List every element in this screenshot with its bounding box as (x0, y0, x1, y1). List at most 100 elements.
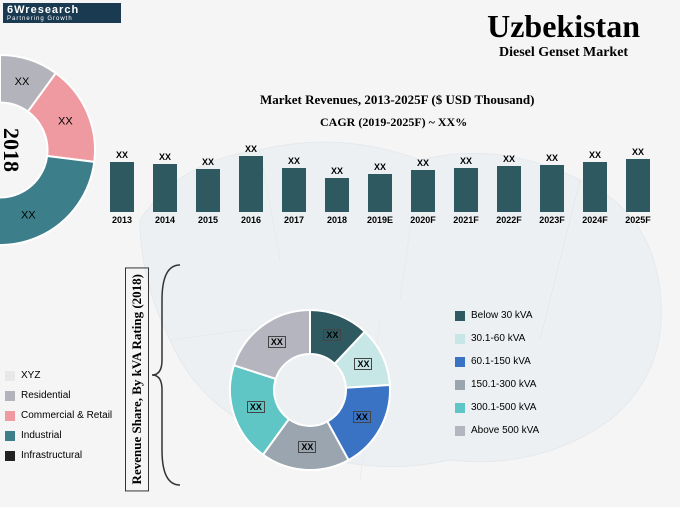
donut-value-label: XX (354, 358, 372, 370)
bar-year-label: 2017 (284, 215, 304, 225)
donut-segment-label: XX (21, 209, 36, 221)
donut-value-label: XX (353, 411, 371, 423)
vertical-label: Revenue Share, By kVA Rating (2018) (125, 267, 149, 491)
legend-swatch (455, 311, 465, 321)
legend-item: Residential (5, 390, 112, 401)
legend-item: Commercial & Retail (5, 410, 112, 421)
bar-column: XX 2020F (406, 158, 440, 225)
bar (368, 174, 392, 212)
right-legend: Below 30 kVA 30.1-60 kVA 60.1-150 kVA 150.1… (455, 310, 539, 448)
legend-label: Below 30 kVA (471, 310, 533, 321)
bar-column: XX 2016 (234, 144, 268, 225)
legend-item: Industrial (5, 430, 112, 441)
donut-value-label: XX (323, 329, 341, 341)
legend-label: XYZ (21, 370, 40, 381)
legend-swatch (5, 431, 15, 441)
bar-column: XX2017 (277, 156, 311, 225)
legend-swatch (455, 403, 465, 413)
legend-item: 150.1-300 kVA (455, 379, 539, 390)
bar-column: XX 2015 (191, 157, 225, 225)
market-title: Diesel Genset Market (487, 45, 640, 61)
legend-item: Above 500 kVA (455, 425, 539, 436)
bar-year-label: 2020F (410, 215, 436, 225)
legend-label: Commercial & Retail (21, 410, 112, 421)
legend-label: Infrastructural (21, 450, 82, 461)
bar (626, 159, 650, 212)
bar-column: XX 2019E (363, 162, 397, 225)
bar-value: XX (417, 158, 429, 168)
bar-column: XX 2024F (578, 150, 612, 225)
bar-column: XX2023F (535, 153, 569, 225)
bar (153, 164, 177, 212)
bar-year-label: 2018 (327, 215, 347, 225)
bar-year-label: 2023F (539, 215, 565, 225)
cagr-text: CAGR (2019-2025F) ~ XX% (320, 115, 467, 130)
bar-year-label: 2022F (496, 215, 522, 225)
bar-value: XX (116, 150, 128, 160)
donut-segment-label: XX (58, 116, 73, 128)
year-label: 2018 (0, 128, 24, 172)
bar-year-label: 2019E (367, 215, 393, 225)
bar-year-label: 2025F (625, 215, 651, 225)
bar-year-label: 2021F (453, 215, 479, 225)
legend-label: 60.1-150 kVA (471, 356, 531, 367)
bar (110, 162, 134, 212)
bar-column: XX 2021F (449, 156, 483, 225)
logo-main: 6Wresearch (7, 4, 117, 16)
bar (282, 168, 306, 212)
logo-sub: Partnering Growth (7, 16, 117, 22)
bar-value: XX (589, 150, 601, 160)
bar (454, 168, 478, 212)
bar-value: XX (331, 166, 343, 176)
country-title: Uzbekistan (487, 8, 640, 45)
legend-item: XYZ (5, 370, 112, 381)
legend-label: Above 500 kVA (471, 425, 539, 436)
bar-value: XX (202, 157, 214, 167)
bar-value: XX (632, 147, 644, 157)
bar-column: XX2014 (148, 152, 182, 225)
bar (497, 166, 521, 212)
legend-item: Infrastructural (5, 450, 112, 461)
legend-swatch (455, 334, 465, 344)
left-legend: XYZ Residential Commercial & Retail Industr… (5, 370, 112, 470)
bar-value: XX (245, 144, 257, 154)
legend-item: 30.1-60 kVA (455, 333, 539, 344)
logo: 6Wresearch Partnering Growth (3, 3, 121, 23)
legend-swatch (455, 380, 465, 390)
legend-item: 300.1-500 kVA (455, 402, 539, 413)
bar (583, 162, 607, 212)
bar (540, 165, 564, 212)
bar-column: XX 2025F (621, 147, 655, 225)
bar (239, 156, 263, 212)
bar (196, 169, 220, 212)
legend-swatch (455, 357, 465, 367)
bar (411, 170, 435, 212)
bar-column: XX 2018 (320, 166, 354, 225)
legend-label: Industrial (21, 430, 62, 441)
bar-value: XX (503, 154, 515, 164)
title-block: Uzbekistan Diesel Genset Market (487, 8, 640, 61)
bracket-icon (150, 260, 190, 490)
bar-column: XX 2022F (492, 154, 526, 225)
legend-swatch (5, 411, 15, 421)
bar-year-label: 2015 (198, 215, 218, 225)
legend-label: 150.1-300 kVA (471, 379, 536, 390)
donut-value-label: XX (298, 441, 316, 453)
legend-swatch (455, 426, 465, 436)
legend-label: 300.1-500 kVA (471, 402, 536, 413)
legend-item: 60.1-150 kVA (455, 356, 539, 367)
bar (325, 178, 349, 212)
legend-item: Below 30 kVA (455, 310, 539, 321)
donut-segment-label: XX (15, 76, 30, 88)
bar-column: XX 2013 (105, 150, 139, 225)
bar-year-label: 2013 (112, 215, 132, 225)
bar-value: XX (460, 156, 472, 166)
legend-label: Residential (21, 390, 70, 401)
bar-year-label: 2016 (241, 215, 261, 225)
bar-value: XX (374, 162, 386, 172)
donut-value-label: XX (247, 401, 265, 413)
bar-year-label: 2024F (582, 215, 608, 225)
bar-value: XX (159, 152, 171, 162)
bar-chart: XX2013XX2014XX2015XX2016XX2017XX2018XX20… (105, 150, 665, 245)
subtitle: Market Revenues, 2013-2025F ($ USD Thous… (260, 92, 534, 108)
